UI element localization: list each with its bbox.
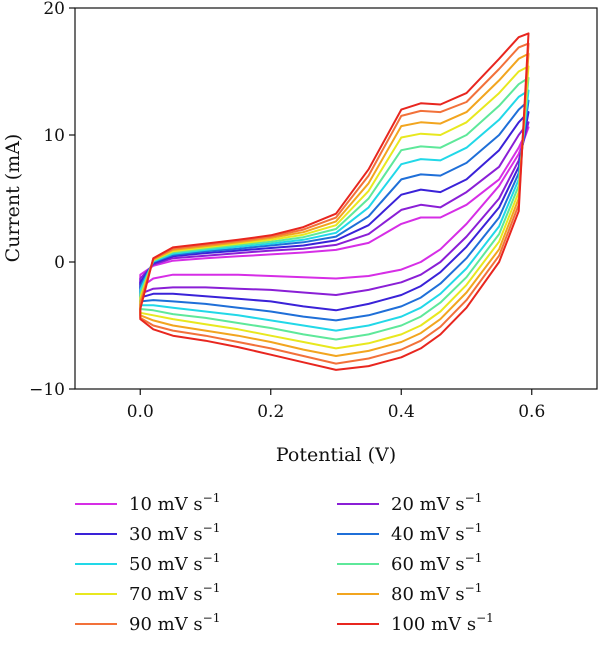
legend-swatch	[337, 503, 379, 505]
legend-swatch	[75, 533, 117, 535]
legend-swatch	[75, 593, 117, 595]
curves-layer	[139, 32, 530, 371]
y-axis-title: Current (mA)	[2, 134, 24, 263]
legend-label-exponent: −1	[202, 490, 221, 505]
legend-label: 70 mV s−1	[129, 580, 221, 605]
legend-swatch	[75, 503, 117, 505]
legend-item: 40 mV s−1	[337, 520, 482, 548]
y-tick-label: 20	[43, 0, 65, 19]
x-tick-label: 0.0	[127, 402, 154, 422]
y-tick-label: 0	[54, 253, 65, 273]
legend-item: 100 mV s−1	[337, 610, 494, 638]
legend-swatch	[75, 563, 117, 565]
legend-item: 70 mV s−1	[75, 580, 220, 608]
legend-label: 100 mV s−1	[391, 610, 494, 635]
y-tick-label: 10	[43, 126, 65, 146]
x-axis-title: Potential (V)	[276, 444, 396, 466]
legend-label-exponent: −1	[464, 490, 483, 505]
legend-swatch	[337, 623, 379, 625]
legend-label-exponent: −1	[464, 550, 483, 565]
x-tick-label: 0.2	[257, 402, 284, 422]
legend-swatch	[75, 623, 117, 625]
legend-item: 90 mV s−1	[75, 610, 220, 638]
legend-label: 40 mV s−1	[391, 520, 483, 545]
legend-label: 20 mV s−1	[391, 490, 483, 515]
legend-label: 30 mV s−1	[129, 520, 221, 545]
legend-swatch	[337, 533, 379, 535]
legend-item: 60 mV s−1	[337, 550, 482, 578]
legend-item: 30 mV s−1	[75, 520, 220, 548]
legend-label: 80 mV s−1	[391, 580, 483, 605]
y-tick-label: −10	[29, 380, 65, 400]
legend-label: 50 mV s−1	[129, 550, 221, 575]
plot-frame	[74, 7, 598, 390]
legend-label-exponent: −1	[202, 520, 221, 535]
x-axis: 0.0 0.2 0.4 0.6	[127, 389, 545, 422]
legend-swatch	[337, 563, 379, 565]
legend-label-exponent: −1	[476, 610, 494, 625]
legend-item: 10 mV s−1	[75, 490, 220, 518]
x-tick-label: 0.6	[518, 402, 545, 422]
legend-label-exponent: −1	[202, 610, 221, 625]
legend-label-exponent: −1	[202, 550, 221, 565]
legend-label: 60 mV s−1	[391, 550, 483, 575]
legend-label-exponent: −1	[464, 520, 483, 535]
cv-series-line	[139, 76, 530, 341]
cv-series-line	[139, 42, 530, 365]
legend-label: 90 mV s−1	[129, 610, 221, 635]
legend-item: 50 mV s−1	[75, 550, 220, 578]
legend-label-exponent: −1	[464, 580, 483, 595]
cv-chart: 0.0 0.2 0.4 0.6 −10 0 10 20 Potential (V) Curr…	[2, 0, 598, 466]
x-tick-label: 0.4	[388, 402, 415, 422]
legend-label-exponent: −1	[202, 580, 221, 595]
cv-series-line	[139, 32, 530, 371]
legend-swatch	[337, 593, 379, 595]
y-axis: −10 0 10 20	[29, 0, 75, 400]
legend-label: 10 mV s−1	[129, 490, 221, 515]
cv-series-line	[139, 121, 530, 296]
legend-item: 80 mV s−1	[337, 580, 482, 608]
legend: 10 mV s−1 20 mV s−1 30 mV s−1 40 mV s−1 50 m…	[75, 490, 545, 645]
legend-item: 20 mV s−1	[337, 490, 482, 518]
